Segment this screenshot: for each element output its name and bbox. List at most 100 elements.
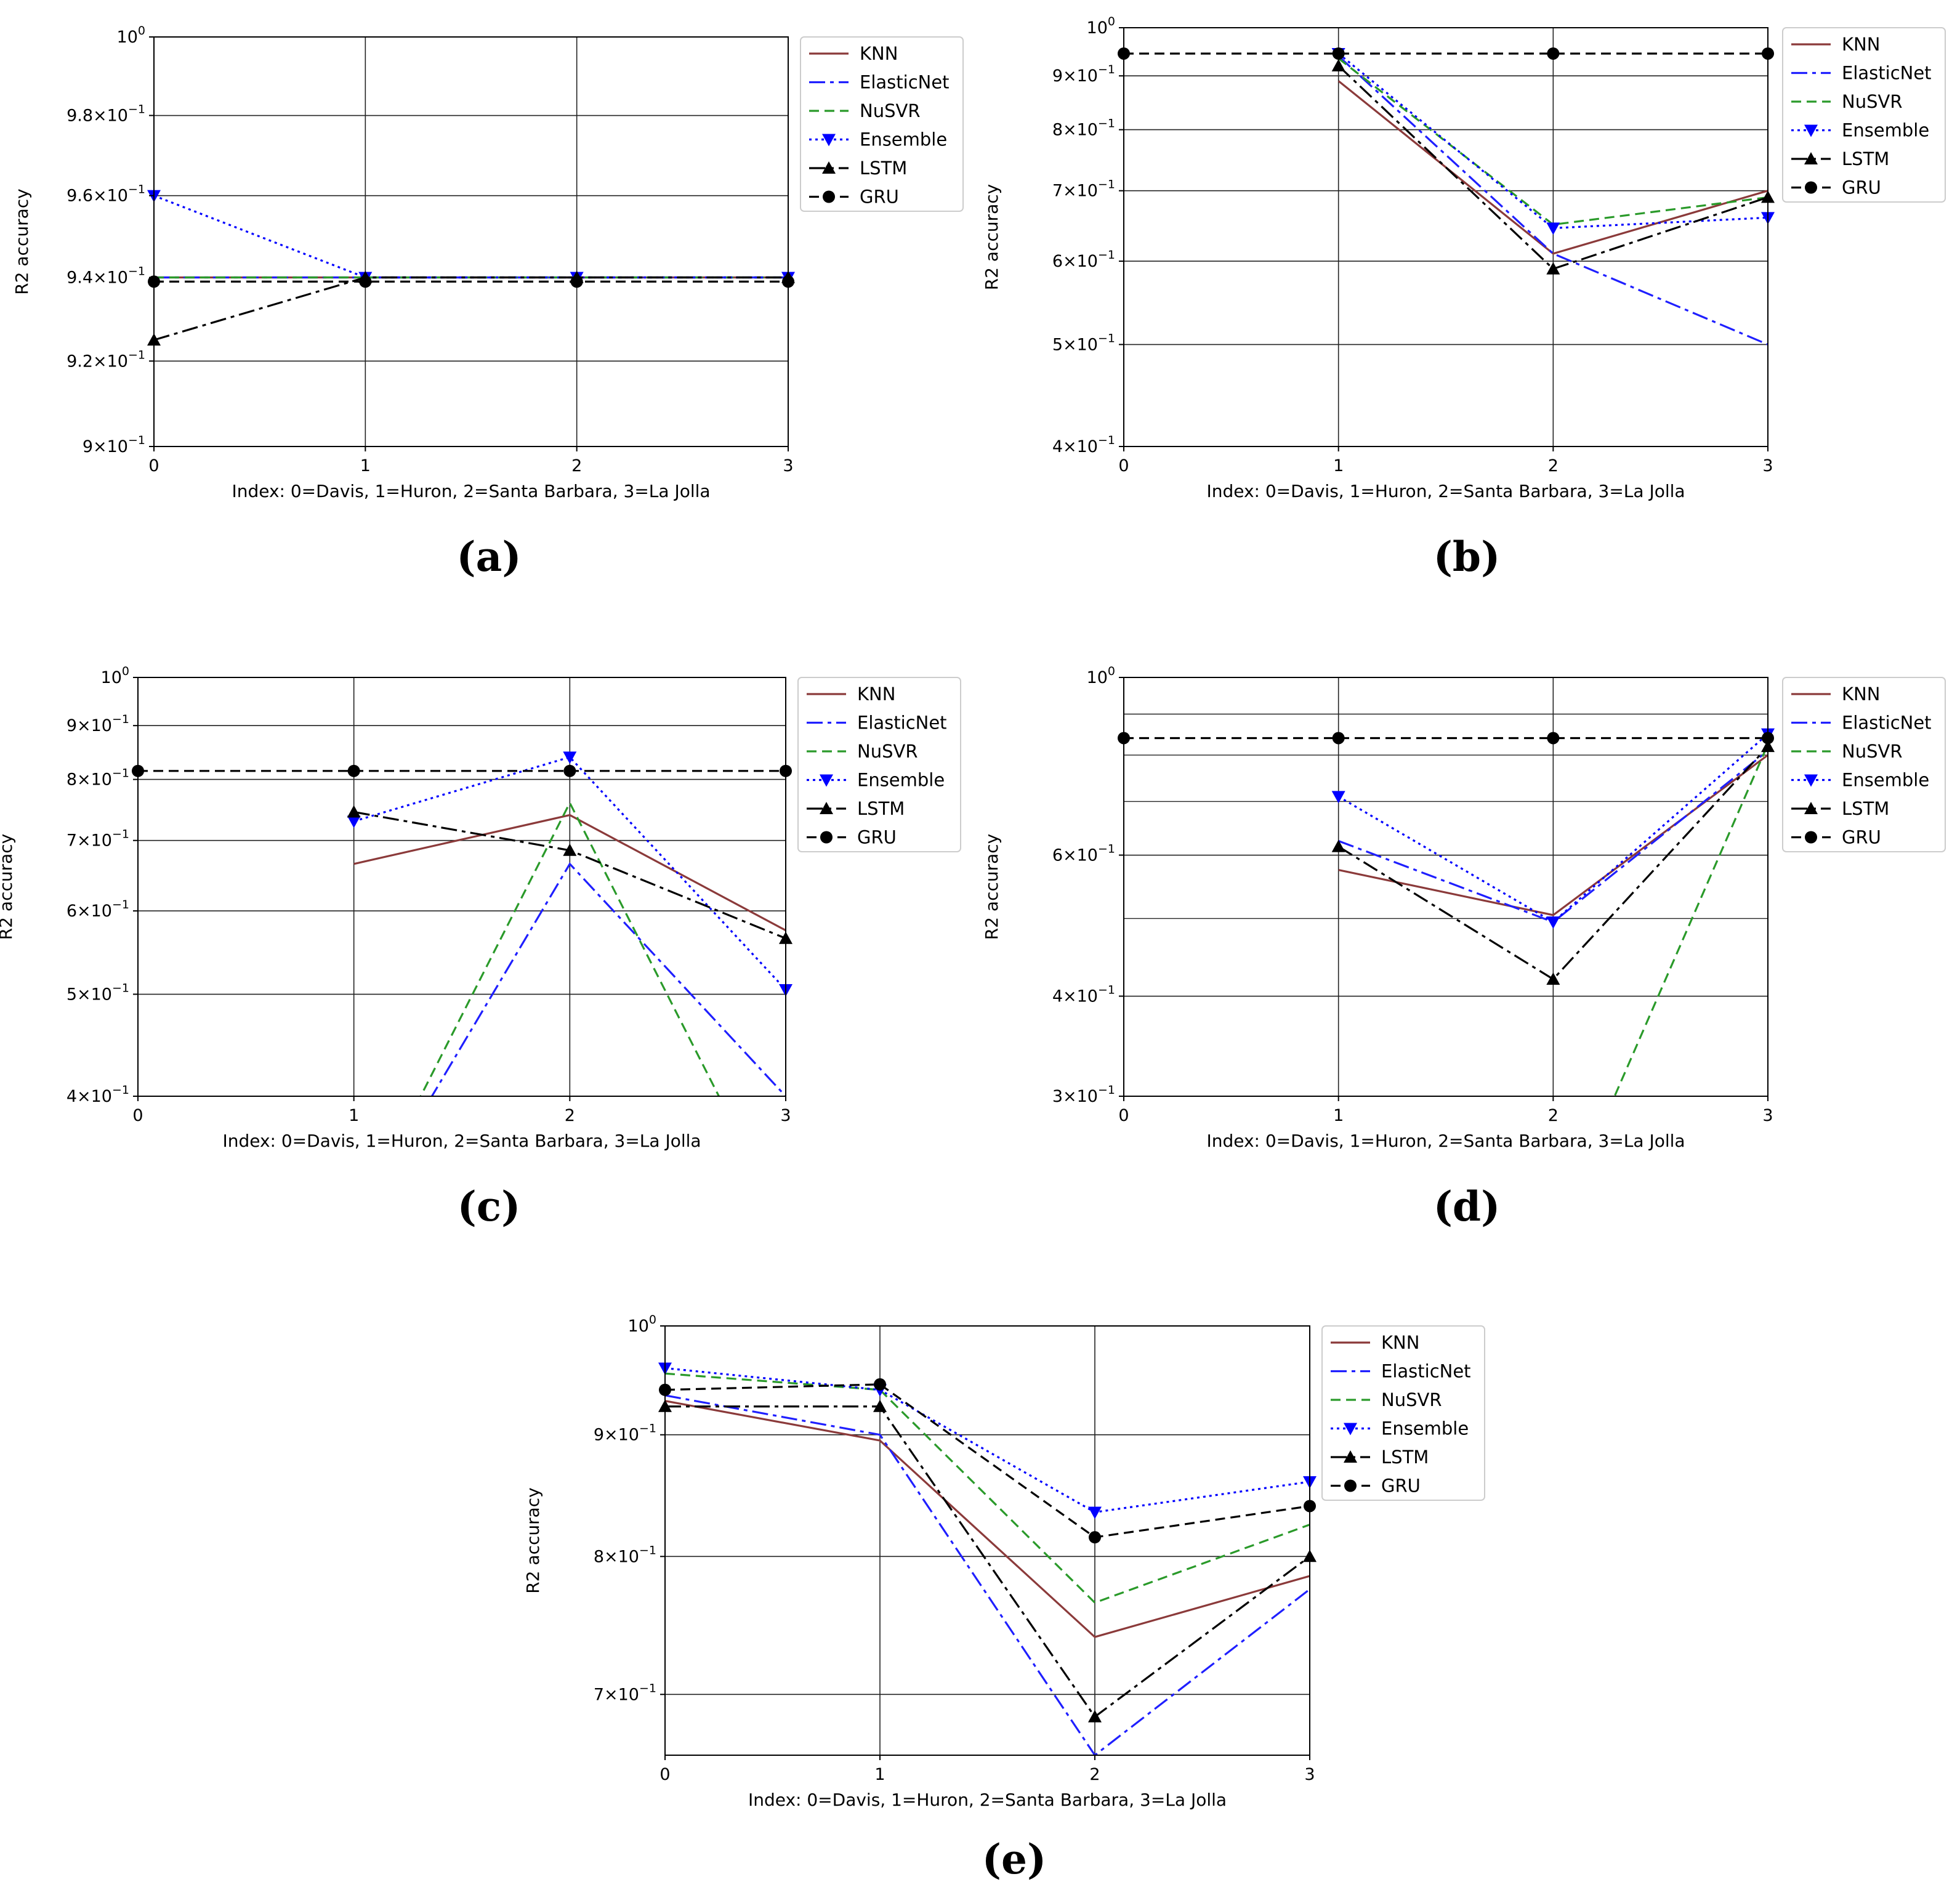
series-line-nusvr <box>665 1372 1310 1604</box>
x-tick-label: 3 <box>1762 456 1773 475</box>
y-tick-label: 6×10−1 <box>1052 248 1115 271</box>
plot-frame <box>153 36 789 447</box>
data-point-gru <box>1089 1531 1101 1544</box>
legend-marker <box>1804 802 1818 814</box>
legend-marker <box>820 802 833 814</box>
x-axis-label: Index: 0=Davis, 1=Huron, 2=Santa Barbara… <box>222 1131 701 1151</box>
legend-label: GRU <box>860 187 899 208</box>
grid <box>137 677 786 1097</box>
y-tick-label: 5×10−1 <box>1052 331 1115 354</box>
x-axis-label: Index: 0=Davis, 1=Huron, 2=Santa Barbara… <box>1206 1131 1685 1151</box>
data-point-gru <box>1547 47 1560 60</box>
legend-marker <box>1804 124 1818 137</box>
data-point-gru <box>563 764 576 777</box>
data-point-lstm <box>1546 972 1560 985</box>
series-line-nusvr <box>419 801 720 1096</box>
data-point-gru <box>347 764 360 777</box>
x-tick-label: 0 <box>659 1765 670 1784</box>
legend-label: Ensemble <box>1842 770 1929 791</box>
x-tick-label: 1 <box>360 456 371 475</box>
y-tick-label: 100 <box>117 24 145 47</box>
legend-label: GRU <box>1381 1476 1421 1497</box>
data-point-gru <box>1332 732 1345 745</box>
data-point-lstm <box>1331 839 1345 852</box>
series-line-lstm <box>154 276 788 341</box>
grid <box>664 1325 1310 1755</box>
x-tick-label: 3 <box>783 456 793 475</box>
y-tick-label: 6×10−1 <box>67 898 129 921</box>
plot-frame <box>1123 27 1768 447</box>
series-line-gru <box>665 1383 1310 1538</box>
legend: KNN ElasticNet NuSVR Ensemble LSTM GRU <box>800 36 964 212</box>
series-line-knn <box>1337 80 1768 255</box>
data-point-ensemble <box>563 751 577 764</box>
x-tick-label: 3 <box>780 1106 791 1125</box>
series-line-lstm <box>665 1405 1310 1718</box>
series-line-ensemble <box>353 756 786 991</box>
legend-marker <box>1804 152 1818 164</box>
panel-c: 0 1 2 3 4×10−1 5×10−1 6×10−1 7×10−1 8×10−1 9×10−1… <box>0 640 980 1244</box>
legend-label: NuSVR <box>857 741 917 762</box>
chart-a: 0 1 2 3 9×10−1 9.2×10−1 9.4×10−1 9.6×10−1 9.8×10… <box>12 24 964 501</box>
series-line-lstm <box>1337 65 1768 270</box>
series-line-knn <box>665 1400 1310 1638</box>
data-point-lstm <box>1331 59 1345 71</box>
data-point-ensemble <box>1546 916 1560 929</box>
legend-marker <box>823 190 835 203</box>
legend-label: Ensemble <box>1842 120 1929 141</box>
legend-label: NuSVR <box>860 100 920 121</box>
series-line-ensemble <box>665 1367 1310 1514</box>
panel-a: 0 1 2 3 9×10−1 9.2×10−1 9.4×10−1 9.6×10−1 9.8×10… <box>0 0 980 604</box>
x-tick-label: 1 <box>874 1765 885 1784</box>
plot-frame <box>664 1325 1310 1756</box>
legend-label: KNN <box>1842 34 1880 55</box>
y-tick-label: 9.6×10−1 <box>67 183 145 206</box>
data-point-ensemble <box>1331 791 1345 804</box>
data-point-lstm <box>347 805 361 818</box>
series-line-nusvr <box>1613 744 1768 1096</box>
x-tick-label: 2 <box>1548 456 1559 475</box>
y-tick-label: 9.8×10−1 <box>67 103 145 126</box>
legend-marker <box>1805 831 1817 844</box>
x-axis-label: Index: 0=Davis, 1=Huron, 2=Santa Barbara… <box>748 1790 1227 1810</box>
y-tick-label: 7×10−1 <box>67 828 129 850</box>
legend-label: LSTM <box>1381 1447 1429 1468</box>
legend-label: NuSVR <box>1381 1389 1442 1410</box>
y-tick-label: 100 <box>101 665 129 687</box>
y-tick-label: 9×10−1 <box>594 1422 656 1445</box>
legend: KNN ElasticNet NuSVR Ensemble LSTM GRU <box>1782 677 1946 852</box>
x-tick-label: 2 <box>1089 1765 1100 1784</box>
series-line-knn <box>353 814 786 932</box>
legend-marker <box>822 134 836 147</box>
y-tick-label: 100 <box>1087 665 1115 687</box>
y-tick-label: 6×10−1 <box>1052 842 1115 865</box>
legend-marker <box>1344 1423 1357 1436</box>
y-axis-label: R2 accuracy <box>12 188 32 295</box>
plot-frame <box>137 677 786 1097</box>
series-line-elasticnet <box>1337 55 1768 345</box>
legend-marker <box>822 161 836 174</box>
legend-marker <box>1344 1450 1357 1463</box>
chart-d: 0 1 2 3 3×10−1 4×10−1 6×10−1 100 Index: 0=Davis,… <box>982 665 1946 1151</box>
legend: KNN ElasticNet NuSVR Ensemble LSTM GRU <box>1321 1325 1485 1501</box>
y-tick-label: 3×10−1 <box>1052 1083 1115 1106</box>
x-tick-label: 0 <box>132 1106 143 1125</box>
data-point-lstm <box>873 1399 887 1412</box>
legend-label: GRU <box>857 827 897 848</box>
y-axis-label: R2 accuracy <box>0 834 16 940</box>
data-point-gru <box>570 275 583 288</box>
series-group <box>138 756 786 1096</box>
data-point-gru <box>359 275 372 288</box>
data-point-ensemble <box>1088 1506 1102 1519</box>
legend-label: ElasticNet <box>1842 713 1932 733</box>
x-tick-label: 1 <box>349 1106 359 1125</box>
series-line-elasticnet <box>665 1394 1310 1755</box>
legend: KNN ElasticNet NuSVR Ensemble LSTM GRU <box>1782 27 1946 203</box>
data-point-lstm <box>1546 262 1560 275</box>
x-axis-label: Index: 0=Davis, 1=Huron, 2=Santa Barbara… <box>1206 481 1685 501</box>
x-tick-label: 2 <box>1548 1106 1559 1125</box>
x-tick-label: 1 <box>1333 456 1344 475</box>
legend-label: ElasticNet <box>860 72 950 93</box>
legend-marker <box>1805 181 1817 194</box>
panel-label-e: (e) <box>982 1835 1047 1883</box>
